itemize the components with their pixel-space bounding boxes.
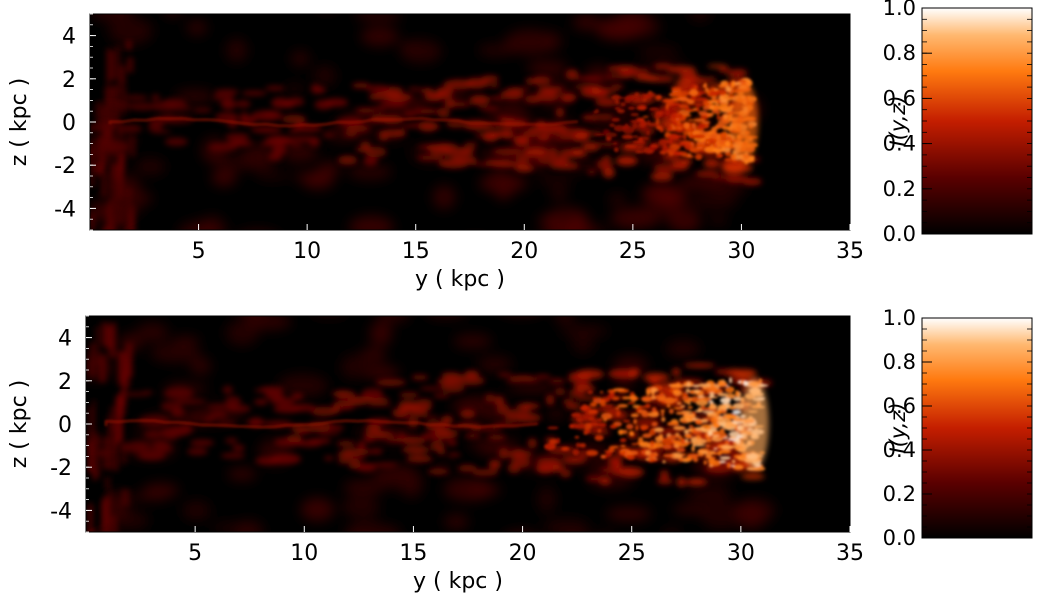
colorbar-tick-label: 1.0 (883, 0, 916, 20)
y-tick-label: 0 (62, 111, 76, 136)
colorbar-tick-label: 0.0 (883, 526, 916, 550)
y-axis-top: 4 2 0 -2 -4 (54, 13, 96, 231)
colorbar-top: 1.0 0.8 0.6 0.4 0.2 0.0 (883, 0, 1033, 246)
colorbar-title-bottom: I(y,z) (886, 402, 910, 453)
colorbar-tick-label: 0.0 (883, 222, 916, 246)
colorbar-tick-label: 0.8 (883, 350, 916, 374)
x-axis-bottom: 5 10 15 20 25 30 35 (188, 526, 864, 566)
plume-head (740, 378, 769, 470)
y-axis-bottom: 4 2 0 -2 -4 (50, 315, 92, 533)
x-tick-label: 25 (619, 239, 647, 264)
y-tick-label: 2 (58, 370, 72, 395)
colorbar-tick-label: 1.0 (883, 306, 916, 330)
y-tick-label: -2 (54, 154, 76, 179)
heatmap-bottom (85, 315, 851, 533)
colorbar-gradient (921, 7, 1033, 235)
jet-filament (109, 117, 579, 127)
x-tick-label: 10 (293, 239, 321, 264)
y-axis-title-bottom: z ( kpc ) (7, 380, 32, 469)
x-axis-title-bottom: y ( kpc ) (413, 569, 503, 594)
x-tick-label: 20 (510, 239, 538, 264)
x-axis-title-top: y ( kpc ) (415, 267, 505, 292)
colorbar-tick-label: 0.6 (883, 394, 916, 418)
jet-filament (105, 419, 539, 429)
x-axis-top: 5 10 15 20 25 30 35 (192, 224, 864, 264)
y-axis-title-top: z ( kpc ) (7, 78, 32, 167)
colorbar-gradient (921, 317, 1033, 539)
x-tick-label: 30 (727, 239, 755, 264)
x-tick-label: 10 (290, 541, 318, 566)
colorbar-tick-label: 0.8 (883, 41, 916, 65)
x-tick-label: 25 (618, 541, 646, 566)
y-tick-label: -2 (50, 456, 72, 481)
x-tick-label: 20 (509, 541, 537, 566)
x-tick-label: 35 (836, 239, 864, 264)
y-tick-label: 4 (58, 327, 72, 352)
y-tick-label: -4 (50, 499, 72, 524)
colorbar-tick-label: 0.2 (883, 177, 916, 201)
x-tick-label: 5 (188, 541, 202, 566)
heatmap-top (89, 13, 851, 231)
colorbar-tick-label: 0.2 (883, 482, 916, 506)
plume-head (730, 81, 759, 163)
colorbar-tick-label: 0.6 (883, 86, 916, 110)
colorbar-tick-label: 0.4 (883, 132, 916, 156)
colorbar-title-top: I(y,z) (886, 95, 910, 146)
x-tick-label: 35 (836, 541, 864, 566)
colorbar-bottom: 1.0 0.8 0.6 0.4 0.2 0.0 (883, 306, 1033, 550)
y-tick-label: 4 (62, 25, 76, 50)
x-tick-label: 15 (399, 541, 427, 566)
y-tick-label: 2 (62, 68, 76, 93)
y-tick-label: -4 (54, 197, 76, 222)
x-tick-label: 15 (402, 239, 430, 264)
y-tick-label: 0 (58, 413, 72, 438)
panel-top: 5 10 15 20 25 30 35 420-2-4 y ( kpc ) z ( kpc … (7, 0, 1033, 292)
x-tick-label: 30 (727, 541, 755, 566)
x-tick-label: 5 (192, 239, 206, 264)
panel-bottom: 5 10 15 20 25 30 35 420-2-4 y ( kpc ) z ( kpc … (7, 306, 1033, 594)
colorbar-tick-label: 0.4 (883, 438, 916, 462)
